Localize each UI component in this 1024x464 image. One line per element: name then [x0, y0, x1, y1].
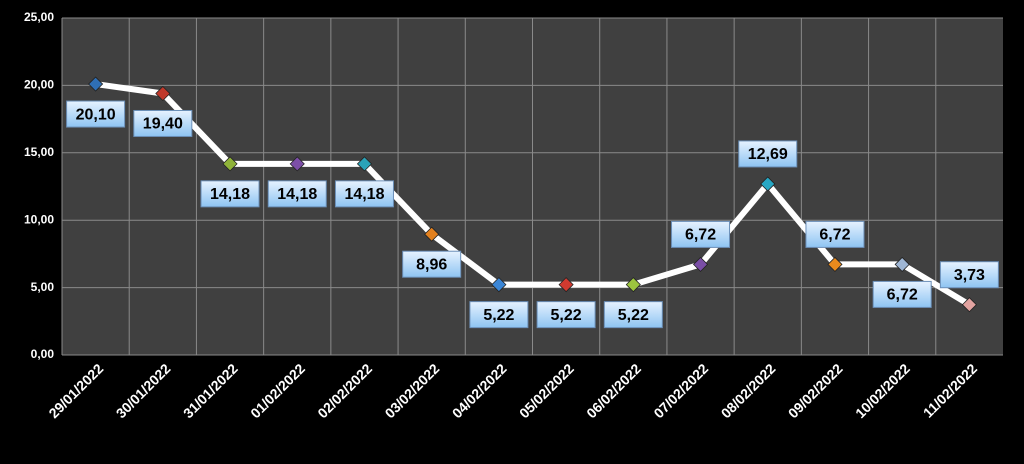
marker	[222, 156, 238, 172]
data-label-box	[469, 301, 529, 329]
data-label: 6,72	[671, 220, 731, 248]
data-label: 3,73	[939, 261, 999, 289]
data-label-box	[200, 180, 260, 208]
marker	[356, 156, 373, 172]
data-label-text: 14,18	[210, 186, 250, 203]
data-label-text: 20,10	[76, 106, 116, 123]
data-label-text: 8,96	[416, 256, 447, 273]
data-label-text: 12,69	[748, 146, 788, 163]
data-label: 12,69	[738, 140, 798, 168]
y-tick-label: 10,00	[24, 212, 54, 226]
data-label-box	[536, 301, 596, 329]
marker	[558, 277, 574, 293]
data-label: 19,40	[133, 109, 193, 137]
data-label-text: 14,18	[277, 186, 317, 203]
marker	[155, 85, 171, 102]
y-tick-label: 0,00	[31, 347, 55, 361]
data-label: 14,18	[200, 180, 260, 208]
marker	[491, 277, 507, 293]
data-label: 14,18	[267, 180, 327, 208]
y-tick-label: 25,00	[24, 10, 54, 24]
data-label-box	[66, 100, 126, 128]
data-label-text: 5,22	[618, 307, 649, 324]
data-label-text: 6,72	[887, 287, 918, 304]
marker	[692, 256, 709, 272]
data-label: 5,22	[603, 301, 663, 329]
marker	[88, 76, 104, 92]
marker	[961, 297, 977, 313]
data-label: 5,22	[469, 301, 529, 329]
data-label: 5,22	[536, 301, 596, 329]
data-label-box	[671, 220, 731, 248]
data-label-box	[267, 180, 327, 208]
marker	[827, 256, 843, 272]
data-label-box	[805, 220, 865, 248]
data-label-text: 6,72	[819, 227, 850, 244]
data-label: 14,18	[334, 180, 394, 208]
y-tick-label: 15,00	[24, 145, 54, 159]
marker	[894, 256, 910, 272]
marker	[424, 226, 440, 242]
data-label-box	[939, 261, 999, 289]
y-tick-label: 5,00	[31, 280, 55, 294]
data-label-box	[872, 280, 932, 308]
data-label-box	[133, 109, 193, 137]
data-label-text: 6,72	[685, 227, 716, 244]
data-label-box	[738, 140, 798, 168]
y-tick-label: 20,00	[24, 78, 54, 92]
data-label-text: 14,18	[344, 186, 384, 203]
data-label: 8,96	[402, 250, 462, 278]
marker	[289, 156, 305, 172]
line	[95, 81, 971, 308]
data-label-box	[334, 180, 394, 208]
data-label-box	[603, 301, 663, 329]
data-label-text: 5,22	[551, 307, 582, 324]
marker	[625, 277, 641, 293]
data-label: 6,72	[872, 280, 932, 308]
data-label-text: 19,40	[143, 116, 183, 133]
data-label-box	[402, 250, 462, 278]
data-label: 20,10	[66, 100, 126, 128]
data-label-text: 3,73	[954, 267, 985, 284]
data-label: 6,72	[805, 220, 865, 248]
marker	[760, 176, 776, 192]
data-label-text: 5,22	[483, 307, 514, 324]
